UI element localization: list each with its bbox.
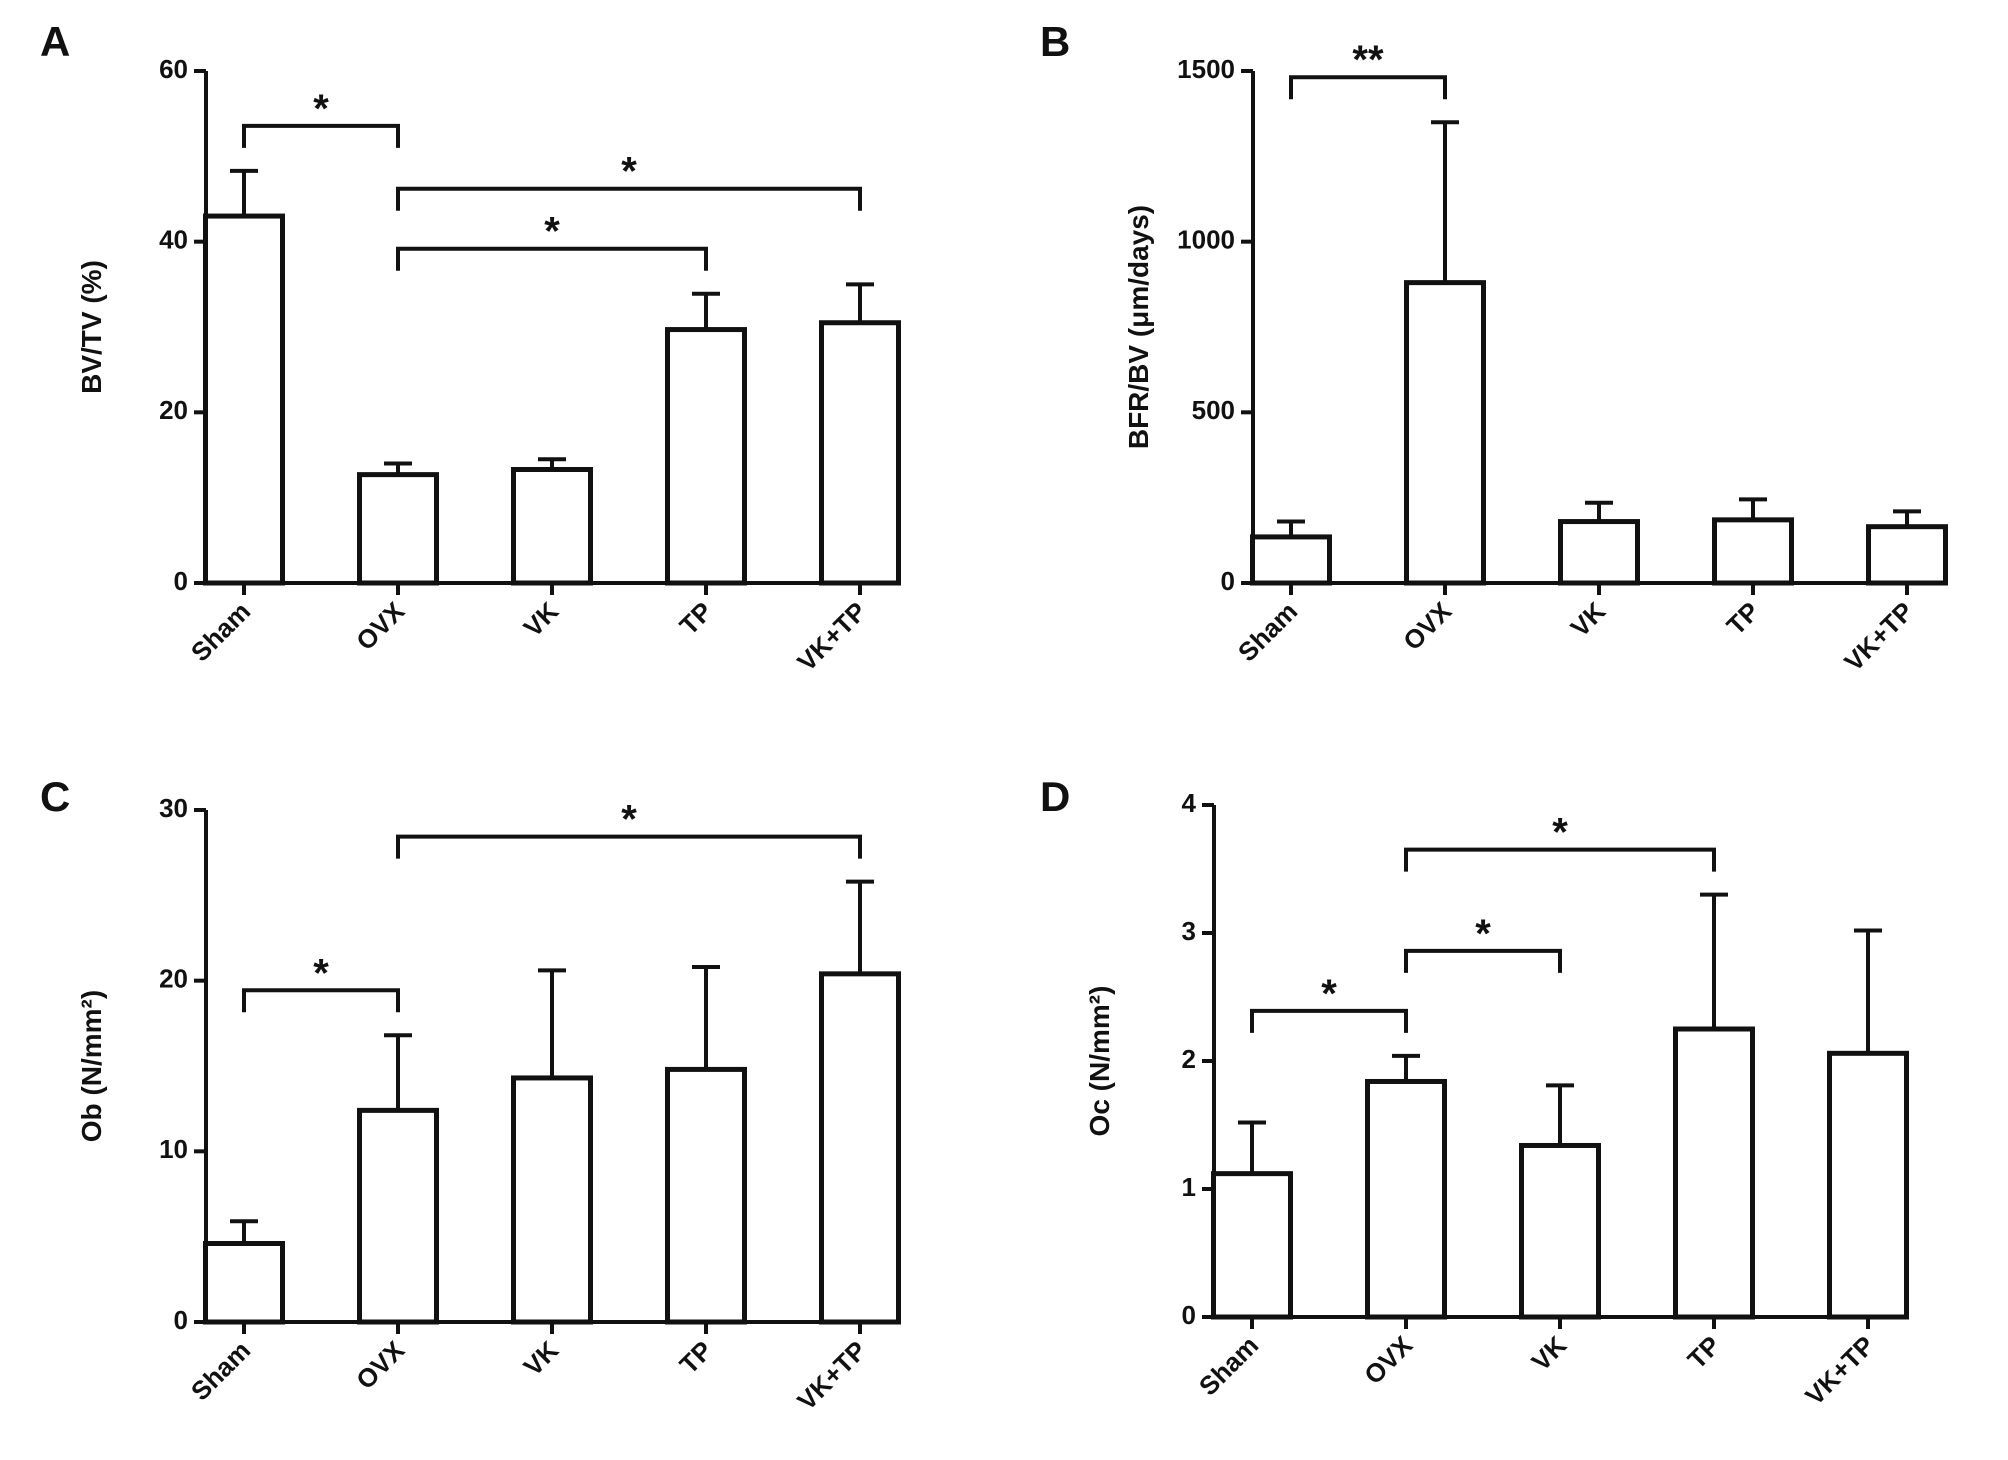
significance-label: ** <box>1352 38 1384 82</box>
panel: C Ob (N/mm²) 0 10 20 30 Sham OVX VK TP VK+TP * * <box>40 773 901 1416</box>
panel: A BV/TV (%) 0 20 40 60 Sham OVX VK TP VK+TP * * * <box>40 18 901 677</box>
significance-bracket <box>242 988 400 1013</box>
x-tick-label: TP <box>674 596 719 641</box>
x-tick-label: Sham <box>1193 1330 1264 1401</box>
y-tick-label: 2 <box>1182 1044 1196 1074</box>
bar <box>665 1066 747 1325</box>
x-tick-label: OVX <box>1397 596 1458 657</box>
bar <box>1558 519 1640 586</box>
x-tick-label: Sham <box>185 1335 256 1406</box>
panel-label: A <box>40 18 70 65</box>
significance-label: * <box>621 150 637 194</box>
y-tick-label: 1000 <box>1177 225 1235 255</box>
significance-label: * <box>544 210 560 254</box>
bar <box>203 213 285 586</box>
significance-bracket <box>1289 75 1447 100</box>
y-tick-label: 1500 <box>1177 54 1235 84</box>
significance-bracket <box>396 246 708 271</box>
y-tick-label: 0 <box>1182 1300 1196 1330</box>
panel: B BFR/BV (μm/days) 0 500 1000 1500 Sham OVX VK TP… <box>1040 18 1948 677</box>
x-tick-label: Sham <box>1232 596 1303 667</box>
significance-label: * <box>313 87 329 131</box>
bar <box>1211 1171 1293 1320</box>
bar <box>1673 1026 1755 1320</box>
x-tick-label: Sham <box>185 596 256 667</box>
bar <box>511 1075 593 1325</box>
significance-bracket <box>1404 948 1562 973</box>
x-tick-label: VK <box>1564 596 1611 643</box>
significance-bracket <box>1404 847 1716 872</box>
bar <box>203 1240 285 1325</box>
significance-label: * <box>313 951 329 995</box>
significance-bracket <box>396 834 862 859</box>
x-tick-label: TP <box>1682 1330 1727 1375</box>
bar <box>1827 1050 1909 1320</box>
y-tick-label: 60 <box>159 54 188 84</box>
bar <box>665 327 747 586</box>
x-tick-label: VK+TP <box>1799 1330 1880 1411</box>
bar <box>1712 517 1794 586</box>
y-tick-label: 4 <box>1182 788 1197 818</box>
bar <box>1250 534 1332 586</box>
y-tick-label: 0 <box>1221 566 1235 596</box>
x-tick-label: OVX <box>1358 1330 1419 1391</box>
bar <box>357 472 439 586</box>
y-tick-label: 0 <box>174 566 188 596</box>
y-axis-label: BFR/BV (μm/days) <box>1123 205 1154 449</box>
bar <box>511 467 593 586</box>
y-tick-label: 40 <box>159 225 188 255</box>
y-tick-label: 30 <box>159 793 188 823</box>
x-tick-label: VK <box>517 596 564 643</box>
panel-label: D <box>1040 773 1070 820</box>
y-tick-label: 20 <box>159 964 188 994</box>
y-axis-label: Ob (N/mm²) <box>76 990 107 1142</box>
panel-label: C <box>40 773 70 820</box>
y-tick-label: 500 <box>1192 395 1235 425</box>
significance-label: * <box>621 798 637 842</box>
panel: D Oc (N/mm²) 0 1 2 3 4 Sham OVX VK TP VK+TP * * * <box>1040 773 1909 1411</box>
x-tick-label: VK+TP <box>791 596 872 677</box>
significance-bracket <box>396 186 862 211</box>
panel-label: B <box>1040 18 1070 65</box>
y-axis-label: Oc (N/mm²) <box>1084 986 1115 1137</box>
bar <box>819 320 901 586</box>
x-tick-label: OVX <box>350 596 411 657</box>
significance-bracket <box>242 123 400 148</box>
x-tick-label: OVX <box>350 1335 411 1396</box>
y-tick-label: 20 <box>159 395 188 425</box>
x-tick-label: VK+TP <box>1838 596 1919 677</box>
significance-label: * <box>1321 972 1337 1016</box>
significance-label: * <box>1552 811 1568 855</box>
bar <box>819 971 901 1325</box>
x-tick-label: TP <box>1721 596 1766 641</box>
bar <box>1365 1078 1447 1320</box>
significance-label: * <box>1475 912 1491 956</box>
bar <box>357 1107 439 1325</box>
bar <box>1866 524 1948 586</box>
x-tick-label: VK <box>1525 1330 1572 1377</box>
bar <box>1404 280 1486 586</box>
y-tick-label: 3 <box>1182 916 1196 946</box>
significance-bracket <box>1250 1008 1408 1033</box>
x-tick-label: VK+TP <box>791 1335 872 1416</box>
y-tick-label: 10 <box>159 1134 188 1164</box>
y-tick-label: 1 <box>1182 1172 1196 1202</box>
x-tick-label: TP <box>674 1335 719 1380</box>
y-axis-label: BV/TV (%) <box>76 260 107 394</box>
bar <box>1519 1142 1601 1320</box>
x-tick-label: VK <box>517 1335 564 1382</box>
y-tick-label: 0 <box>174 1305 188 1335</box>
